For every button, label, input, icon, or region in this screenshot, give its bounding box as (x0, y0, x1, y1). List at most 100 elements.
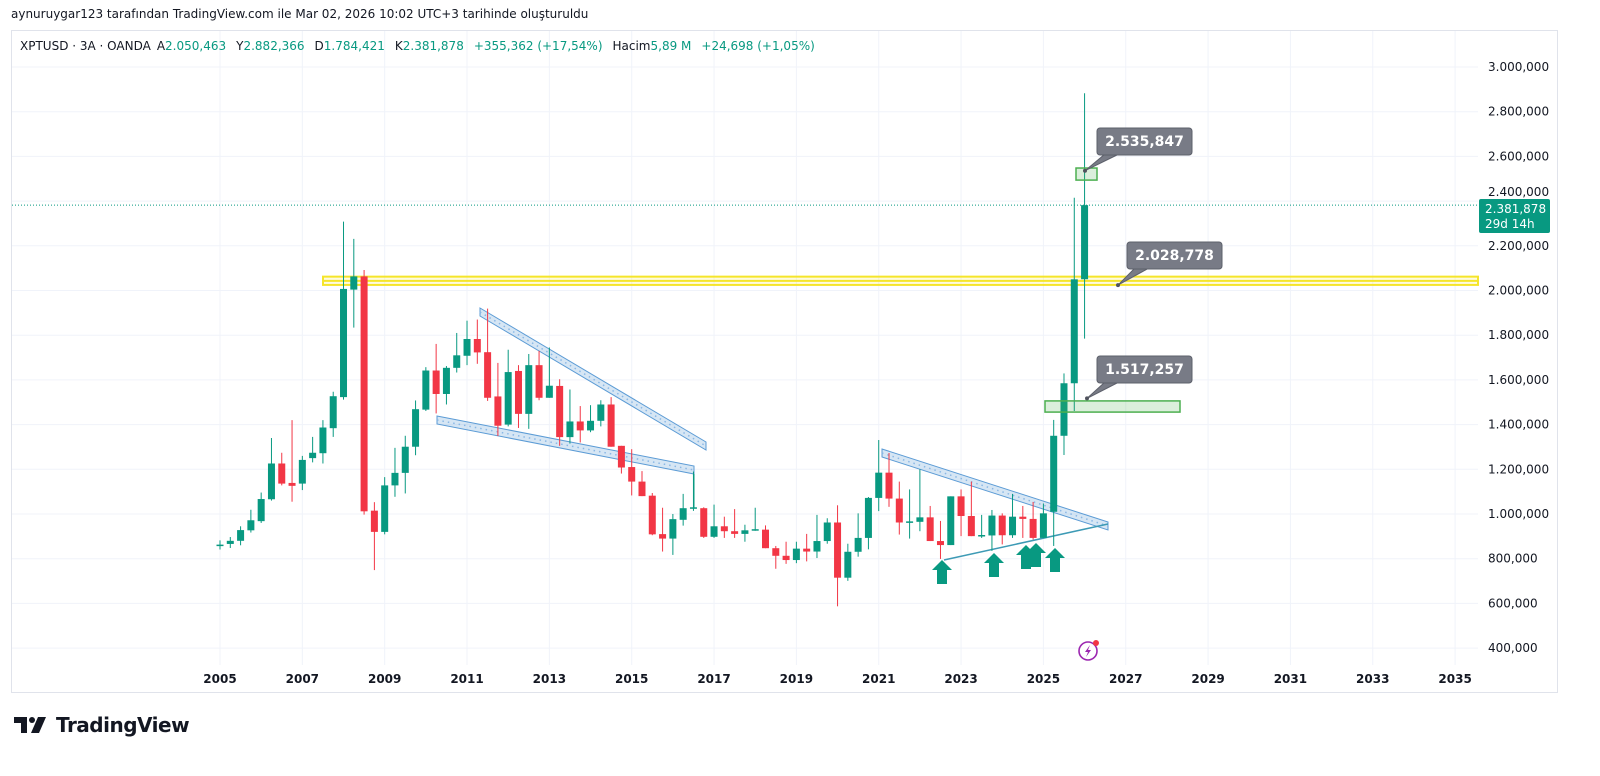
candle-body (257, 499, 265, 522)
support-box (1044, 400, 1181, 413)
candle-body (422, 370, 430, 410)
candle-body (340, 288, 348, 398)
logo-text: TradingView (56, 713, 190, 737)
candle-body (278, 463, 286, 484)
candle-body (1009, 516, 1017, 536)
candle-body (401, 446, 409, 473)
price-tick-label: 1.000,000 (1488, 507, 1549, 521)
candle-body (1029, 518, 1037, 538)
candle-body (329, 396, 337, 429)
price-tick-label: 2.200,000 (1488, 239, 1549, 253)
price-tick-label: 2.800,000 (1488, 105, 1549, 119)
candle-body (607, 404, 615, 447)
callout-label: 1.517,257 (1105, 362, 1184, 378)
time-tick-label: 2011 (450, 672, 483, 686)
candle-body (906, 521, 914, 523)
time-tick-label: 2029 (1191, 672, 1224, 686)
candle-body (566, 421, 574, 438)
time-tick-label: 2027 (1109, 672, 1142, 686)
time-tick-label: 2007 (286, 672, 319, 686)
callout-anchor (1083, 168, 1087, 173)
close-value: 2.381,878 (402, 39, 464, 53)
channel-upper-line (479, 307, 707, 451)
candle-body (628, 467, 636, 482)
candle-body (226, 540, 234, 544)
candle-body (813, 541, 821, 552)
candle-body (484, 352, 492, 398)
candle-body (720, 526, 728, 532)
price-tick-label: 400,000 (1488, 641, 1538, 655)
bar-countdown: 29d 14h (1485, 217, 1535, 231)
candle-body (854, 537, 862, 552)
triangle-upper-line-dots (881, 452, 1109, 527)
candle-body (1019, 516, 1027, 519)
candle-body (741, 530, 749, 534)
candle-body (751, 529, 759, 531)
price-tick-label: 800,000 (1488, 552, 1538, 566)
candle-body (442, 367, 450, 394)
candle-body (998, 515, 1006, 536)
symbol-legend: XPTUSD · 3A · OANDA A2.050,463 Y2.882,36… (20, 39, 819, 53)
candle-body (556, 385, 564, 438)
candle-body (957, 496, 965, 517)
candle-body (936, 541, 944, 546)
candle-body (648, 495, 656, 535)
grid (12, 31, 1478, 665)
last-price-tag: 2.381,878 29d 14h (1479, 199, 1550, 233)
candle-body (762, 529, 770, 549)
price-tick-label: 600,000 (1488, 596, 1538, 610)
last-price-value: 2.381,878 (1485, 202, 1546, 216)
candle-body (463, 338, 471, 356)
candle-body (772, 548, 780, 556)
time-tick-label: 2009 (368, 672, 401, 686)
candle-body (988, 515, 996, 536)
callout-box (1126, 241, 1223, 270)
up-arrow-icon (1045, 548, 1065, 572)
candle-body (504, 372, 512, 425)
price-tick-label: 2.600,000 (1488, 149, 1549, 163)
time-tick-label: 2035 (1438, 672, 1471, 686)
candle-body (525, 365, 533, 414)
candle-body (216, 544, 224, 547)
chart-frame (11, 30, 1558, 693)
candle-body (875, 472, 883, 498)
candle-body (514, 370, 522, 414)
time-tick-label: 2013 (533, 672, 566, 686)
candle-body (237, 530, 245, 541)
candle-body (1081, 205, 1089, 280)
open-value: 2.050,463 (165, 39, 227, 53)
time-tick-label: 2021 (862, 672, 895, 686)
candle-body (885, 472, 893, 499)
candle-body (967, 516, 975, 537)
candle-body (947, 496, 955, 546)
triangle-lower-line (943, 523, 1109, 561)
time-tick-label: 2031 (1274, 672, 1307, 686)
drawings-front: 2.535,847 2.028,778 1.517,257 (932, 127, 1223, 584)
candle-body (350, 276, 358, 290)
tradingview-logo-icon (14, 717, 46, 733)
callout-label: 2.028,778 (1135, 248, 1214, 264)
price-tick-label: 2.400,000 (1488, 185, 1549, 199)
lightning-bolt-icon[interactable] (1078, 640, 1099, 661)
price-tick-label: 3.000,000 (1488, 60, 1549, 74)
candle-body (844, 551, 852, 578)
up-arrow-icon (1026, 543, 1046, 567)
callout-label: 2.535,847 (1105, 134, 1184, 150)
tradingview-logo[interactable]: TradingView (14, 713, 190, 737)
candle-body (782, 555, 790, 561)
candle-body (288, 482, 296, 486)
candle-body (659, 534, 667, 539)
time-tick-label: 2023 (944, 672, 977, 686)
candle-body (319, 427, 327, 454)
high-value: 2.882,366 (243, 39, 305, 53)
candle-body (432, 370, 440, 394)
callout-pointer (1086, 381, 1120, 399)
time-axis: 2005 2007 2009 2011 2013 2015 2017 2019 2021 2023… (203, 672, 1472, 686)
candle-body (267, 463, 275, 500)
callout-box (1096, 127, 1193, 156)
candle-body (617, 445, 625, 468)
candle-body (731, 531, 739, 534)
symbol-info[interactable]: XPTUSD · 3A · OANDA (20, 39, 151, 53)
price-tick-label: 1.200,000 (1488, 462, 1549, 476)
